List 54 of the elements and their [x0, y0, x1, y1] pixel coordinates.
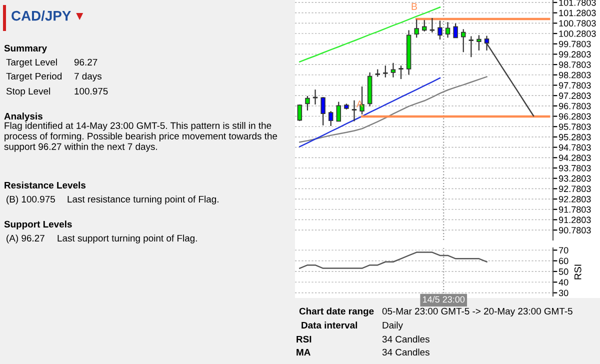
text: Last resistance turning point of Flag. [68, 196, 218, 204]
text: Target Period [6, 72, 62, 82]
text: Flag identified at 14-May 23:00 GMT-5. This pattern is still in the process of forming. Possible bearish price movement towards the support 96.27 within the next 7 days. [4, 122, 278, 152]
y-tick-label: 92.7803 [558, 186, 591, 192]
y-tick-label: 100.2803 [559, 30, 596, 37]
y-axis-title: RSI [574, 264, 582, 280]
text: Analysis [4, 112, 42, 122]
y-tick-label: 30 [558, 290, 568, 296]
text: Target Level [6, 58, 57, 68]
y-tick-label: 90.7803 [558, 227, 591, 234]
y-tick-label: 91.7803 [558, 206, 591, 213]
text: Support Levels [4, 220, 72, 230]
series-label: B [412, 3, 417, 10]
y-tick-label: 95.2803 [558, 134, 591, 140]
y-tick-label: 97.2803 [558, 92, 591, 99]
text: 34 Candles [382, 348, 430, 356]
text: Summary [4, 44, 47, 54]
y-tick-label: 96.7803 [558, 102, 591, 110]
y-tick-label: 50 [558, 268, 568, 275]
text: MA [296, 348, 310, 356]
y-tick-label: 92.2803 [558, 196, 591, 202]
text: Last support turning point of Flag. [58, 234, 197, 244]
y-tick-label: 97.7803 [558, 82, 591, 89]
text: (A) 96.27 [6, 234, 44, 244]
y-tick-label: 96.2803 [558, 113, 591, 120]
text: CAD/JPY [12, 10, 71, 21]
y-tick-label: 93.7803 [558, 164, 591, 172]
text: (B) 100.975 [6, 196, 55, 204]
y-tick-label: 99.2803 [558, 51, 591, 58]
text: 7 days [74, 72, 102, 82]
y-tick-label: 101.2803 [559, 10, 596, 16]
y-tick-label: 93.2803 [558, 175, 591, 182]
text: Resistance Levels [4, 182, 86, 189]
text: 14/5 23:00 [422, 296, 465, 303]
y-tick-label: 98.7803 [558, 62, 591, 68]
y-tick-label: 94.7803 [558, 144, 591, 151]
y-tick-label: 98.2803 [558, 72, 591, 78]
y-tick-label: 91.2803 [558, 216, 591, 224]
y-tick-label: 40 [558, 279, 568, 286]
y-tick-label: 70 [559, 247, 568, 254]
y-tick-label: 100.7803 [559, 20, 596, 27]
text: 100.975 [74, 88, 108, 95]
text: Stop Level [6, 88, 50, 96]
text: RSI [296, 336, 312, 343]
y-tick-label: 95.7803 [558, 124, 591, 130]
y-tick-label: 99.7803 [558, 40, 591, 48]
y-tick-label: 60 [559, 258, 568, 264]
y-tick-label: 94.2803 [558, 154, 591, 162]
text: Chart date range [299, 308, 374, 316]
text: Daily [382, 322, 403, 330]
text: 96.27 [74, 58, 98, 66]
text: Data interval [302, 322, 358, 329]
text: 34 Candles [382, 336, 430, 343]
text: 05-Mar 23:00 GMT-5 -> 20-May 23:00 GMT-5 [382, 308, 572, 316]
